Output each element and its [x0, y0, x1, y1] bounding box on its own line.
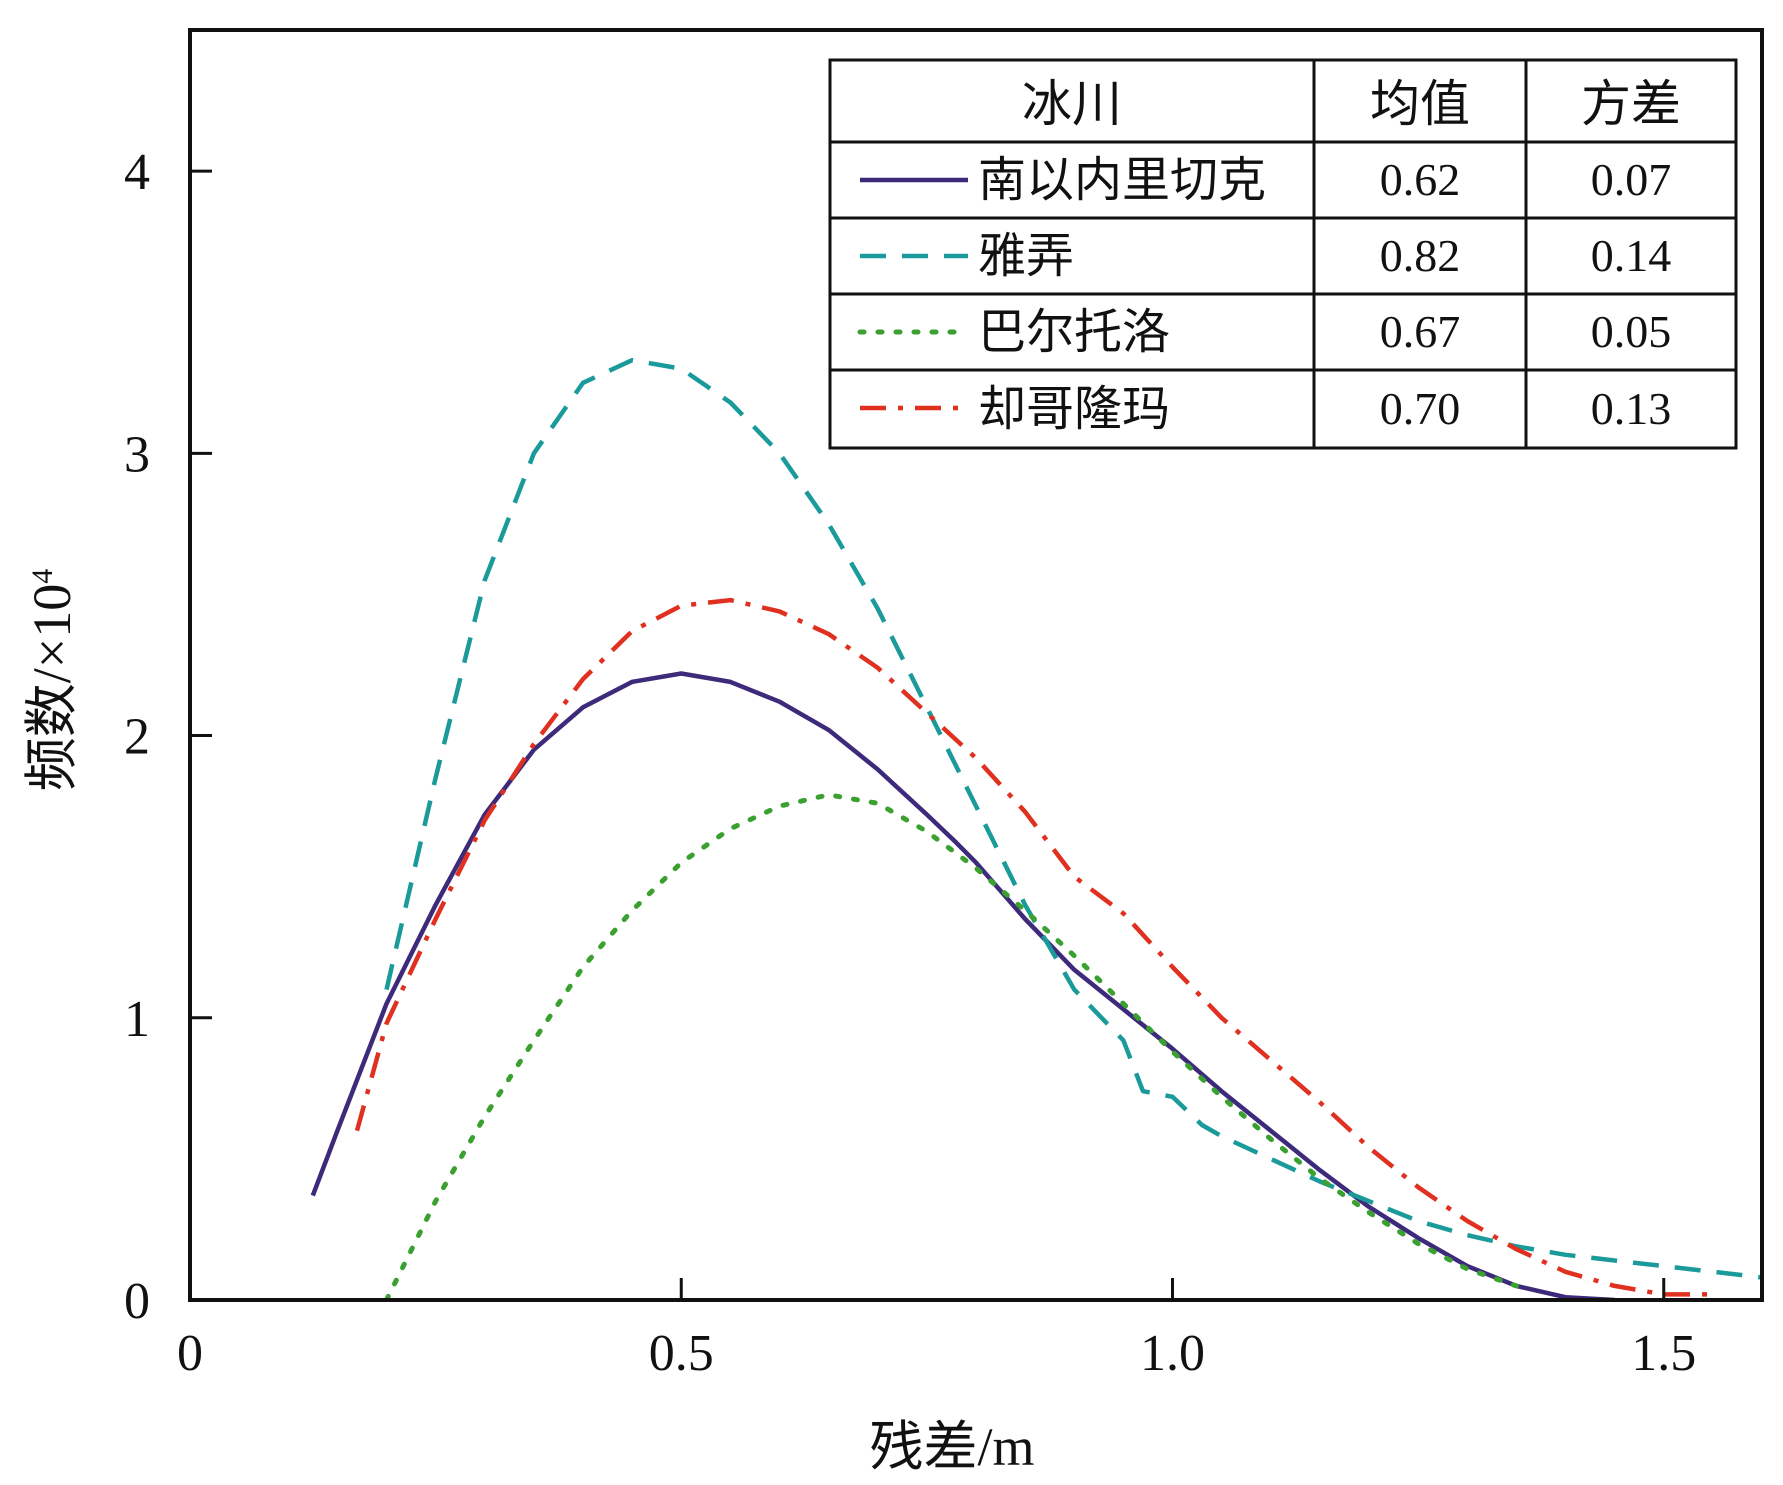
y-axis-title-text: 频数 — [20, 683, 83, 791]
legend-header-variance: 方差 — [1581, 75, 1681, 133]
series-line-0 — [310, 671, 1615, 1300]
y-tick-label: 1 — [124, 991, 150, 1048]
y-axis-title-exponent: 4 — [26, 569, 59, 584]
legend-table: 冰川 均值 方差 南以内里切克 0.62 0.07 雅弄 0.82 0.14 巴… — [828, 58, 1738, 450]
series-line-2 — [384, 792, 1519, 1300]
x-axis-title: 残差/m — [869, 1415, 1034, 1478]
y-tick-label: 0 — [124, 1273, 150, 1330]
ticks-layer: 0 0.5 1.0 1.5 0 1 2 3 4 — [124, 144, 1696, 1382]
x-tick-label: 0.5 — [649, 1325, 714, 1382]
legend-table-bg — [828, 58, 1738, 450]
legend-mean-1: 0.82 — [1380, 230, 1461, 281]
series-layer — [310, 357, 1762, 1300]
y-tick-label: 4 — [124, 144, 150, 201]
y-tick-label: 3 — [124, 426, 150, 483]
y-axis-title: 频数/×104 — [20, 569, 83, 791]
legend-variance-1: 0.14 — [1591, 230, 1672, 281]
legend-variance-3: 0.13 — [1591, 383, 1672, 434]
y-axis-title-unit: /×10 — [22, 584, 82, 683]
x-tick-label: 0 — [177, 1325, 203, 1382]
series-line-3 — [354, 597, 1713, 1297]
legend-mean-3: 0.70 — [1380, 383, 1461, 434]
series-line-1 — [384, 357, 1762, 1280]
x-tick-label: 1.0 — [1140, 1325, 1205, 1382]
x-axis-title-text: 残差 — [869, 1415, 977, 1478]
legend-variance-0: 0.07 — [1591, 154, 1672, 205]
legend-name-0: 南以内里切克 — [978, 152, 1266, 208]
legend-header-mean: 均值 — [1370, 75, 1470, 133]
legend-variance-2: 0.05 — [1591, 306, 1672, 357]
x-tick-label: 1.5 — [1631, 1325, 1696, 1382]
x-axis-title-unit: /m — [977, 1417, 1034, 1477]
legend-mean-2: 0.67 — [1380, 306, 1461, 357]
legend-mean-0: 0.62 — [1380, 154, 1461, 205]
plot-frame — [188, 28, 1764, 1302]
legend-header-glacier: 冰川 — [1022, 75, 1122, 133]
legend-name-2: 巴尔托洛 — [978, 304, 1170, 360]
legend-name-3: 却哥隆玛 — [978, 381, 1170, 437]
y-tick-label: 2 — [124, 709, 150, 766]
legend-name-1: 雅弄 — [978, 228, 1074, 284]
